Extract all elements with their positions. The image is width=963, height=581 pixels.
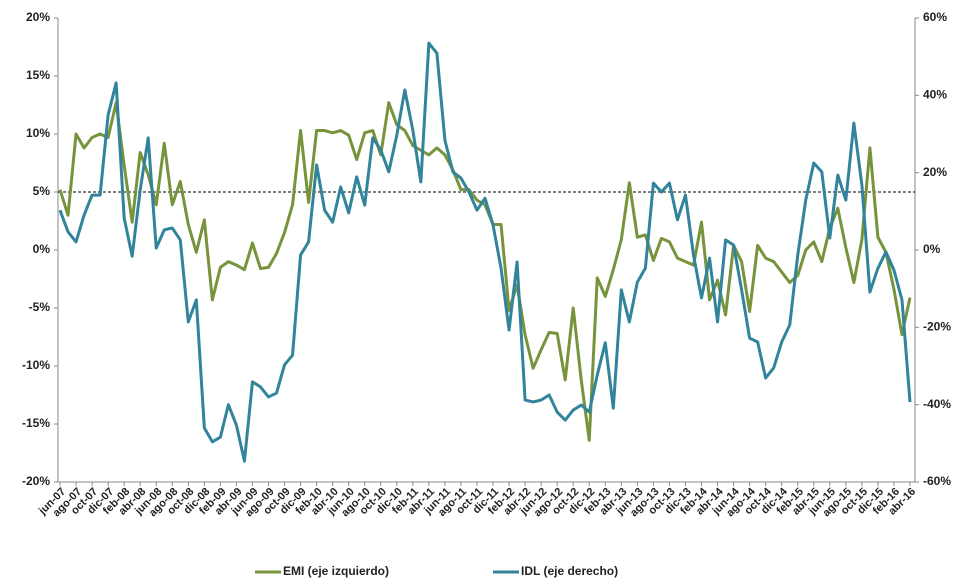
y-tick-label: -20% (22, 474, 50, 488)
y-tick-label: -10% (22, 358, 50, 372)
y2-tick-label: -40% (923, 397, 951, 411)
y2-tick-label: -20% (923, 320, 951, 334)
data-line (58, 101, 912, 442)
data-line (58, 41, 912, 463)
legend-label: EMI (eje izquierdo) (283, 564, 389, 578)
y2-tick-label: 0% (923, 242, 941, 256)
y-tick-label: 0% (33, 242, 51, 256)
y2-tick-label: -60% (923, 474, 951, 488)
y2-tick-label: 40% (923, 88, 947, 102)
y-tick-label: 10% (26, 126, 50, 140)
y2-tick-label: 60% (923, 10, 947, 24)
y-tick-label: -15% (22, 416, 50, 430)
y-tick-label: 15% (26, 68, 50, 82)
y-tick-label: 5% (33, 184, 51, 198)
y2-tick-label: 20% (923, 165, 947, 179)
y-tick-label: -5% (29, 300, 51, 314)
y-tick-label: 20% (26, 10, 50, 24)
legend-label: IDL (eje derecho) (521, 564, 618, 578)
